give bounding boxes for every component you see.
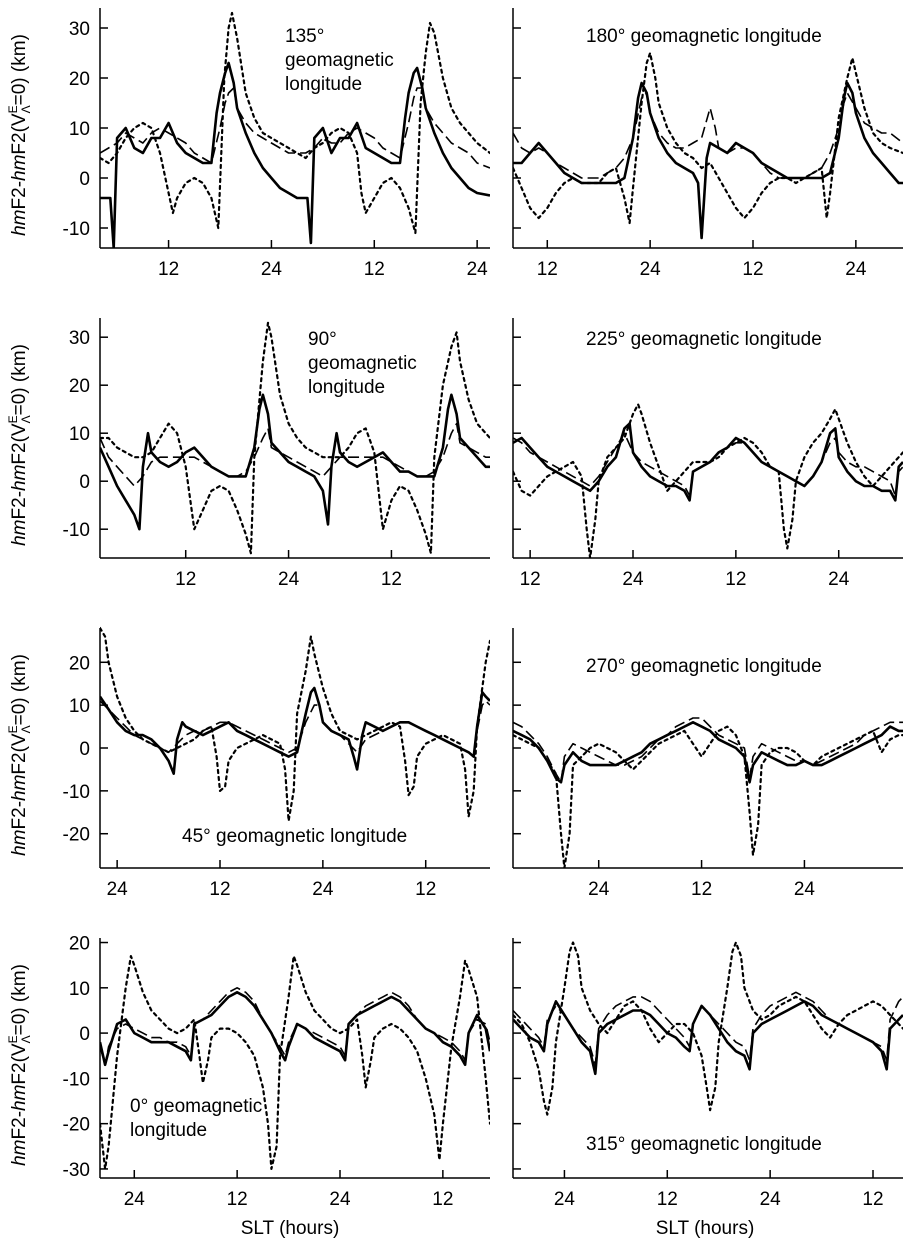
panel-annotation: longitude <box>308 377 385 398</box>
y-tick-label: 0 <box>79 169 90 190</box>
y-tick-label: 20 <box>69 69 90 90</box>
panel-row2-left: -10 0 10 20 30 12 24 12 90° geomagnetic longitude <box>63 318 490 590</box>
y-tick-label: -10 <box>63 782 90 803</box>
panel-row3-right: 24 12 24 270° geomagnetic longitude <box>512 628 903 900</box>
y-tick-label: -30 <box>63 1160 90 1181</box>
y-tick-label: -10 <box>63 520 90 541</box>
chart-panels: -10 0 10 20 30 12 24 12 24 135° geomagnetic longitu… <box>63 8 903 1210</box>
y-tick-label: 10 <box>69 979 90 1000</box>
x-tick-label: 24 <box>124 1189 146 1210</box>
series-line-dashed <box>513 991 903 1066</box>
x-tick-label: 12 <box>725 569 746 590</box>
x-tick-label: 24 <box>794 879 816 900</box>
series-line-dotted <box>513 941 903 1116</box>
x-tick-label: 24 <box>760 1189 782 1210</box>
series-line-dashed <box>513 717 903 784</box>
x-tick-label: 12 <box>209 879 230 900</box>
panel-annotation: geomagnetic <box>308 353 417 374</box>
series-line-solid <box>513 81 903 240</box>
x-tick-label: 12 <box>364 259 385 280</box>
x-tick-label: 24 <box>640 259 662 280</box>
y-tick-label: 0 <box>79 1024 90 1045</box>
x-tick-label: 24 <box>828 569 850 590</box>
panel-annotation: 135° <box>285 26 324 47</box>
y-tick-label: -10 <box>63 219 90 240</box>
x-tick-label: 24 <box>845 259 867 280</box>
x-tick-label: 24 <box>107 879 129 900</box>
series-line-dashed <box>100 987 490 1066</box>
x-tick-label: 12 <box>381 569 402 590</box>
series-line-dashed <box>100 422 490 487</box>
panel-annotation: 90° <box>308 329 337 350</box>
y-tick-label: 20 <box>69 653 90 674</box>
x-tick-label: 12 <box>862 1189 883 1210</box>
y-tick-label: 10 <box>69 119 90 140</box>
panel-annotation: longitude <box>285 74 362 95</box>
y-tick-label: 10 <box>69 424 90 445</box>
x-tick-label: 12 <box>415 879 436 900</box>
x-axis-label-right: SLT (hours) <box>656 1218 755 1239</box>
x-tick-label: 12 <box>537 259 558 280</box>
y-tick-label: 20 <box>69 376 90 397</box>
series-line-solid <box>100 61 490 248</box>
series-line-dotted <box>100 955 490 1170</box>
y-tick-label: 0 <box>79 472 90 493</box>
y-axis-label-row3: hmF2-hmF2(VEΛ=0) (km) <box>6 654 33 856</box>
y-tick-label: -20 <box>63 1115 90 1136</box>
y-tick-label: -20 <box>63 825 90 846</box>
x-tick-label: 24 <box>278 569 300 590</box>
x-tick-label: 24 <box>622 569 644 590</box>
panel-annotation: 270° geomagnetic longitude <box>586 656 822 677</box>
x-tick-label: 24 <box>588 879 610 900</box>
panel-annotation: 0° geomagnetic <box>130 1096 262 1117</box>
panel-row1-right: 12 24 12 24 180° geomagnetic longitude <box>512 8 903 280</box>
panel-row2-right: 12 24 12 24 225° geomagnetic longitude <box>512 318 903 590</box>
series-line-dotted <box>100 321 490 555</box>
x-tick-label: 12 <box>158 259 179 280</box>
panel-annotation: geomagnetic <box>285 50 394 71</box>
x-tick-label: 24 <box>554 1189 576 1210</box>
series-line-dotted <box>100 626 490 822</box>
x-tick-label: 24 <box>467 259 489 280</box>
panel-row3-left: -20 -10 0 10 20 24 12 24 12 45° geomagnetic longi… <box>63 626 490 900</box>
x-tick-label: 12 <box>175 569 196 590</box>
panel-annotation: 315° geomagnetic longitude <box>586 1134 822 1155</box>
series-line-dotted <box>513 725 903 868</box>
y-tick-label: 30 <box>69 19 90 40</box>
panel-row4-right: 24 12 24 12 315° geomagnetic longitude <box>512 938 903 1210</box>
x-axis-label-left: SLT (hours) <box>241 1218 340 1239</box>
x-tick-label: 24 <box>261 259 283 280</box>
panel-annotation: 180° geomagnetic longitude <box>586 26 822 47</box>
x-tick-label: 12 <box>520 569 541 590</box>
x-tick-label: 12 <box>227 1189 248 1210</box>
y-tick-label: 10 <box>69 696 90 717</box>
series-line-dashed <box>100 700 490 758</box>
y-axis-label-row1: hmF2-hmF2(VEΛ=0) (km) <box>6 34 33 236</box>
y-axis-label-row2: hmF2-hmF2(VEΛ=0) (km) <box>6 344 33 546</box>
panel-annotation: longitude <box>130 1120 207 1141</box>
series-line-solid <box>513 721 903 784</box>
y-tick-label: 0 <box>79 739 90 760</box>
x-tick-label: 24 <box>329 1189 351 1210</box>
y-axis-label-row4: hmF2-hmF2(VEΛ=0) (km) <box>6 964 33 1166</box>
y-tick-label: -10 <box>63 1069 90 1090</box>
x-tick-label: 12 <box>657 1189 678 1210</box>
y-tick-label: 30 <box>69 328 90 349</box>
series-line-dotted <box>513 403 903 558</box>
x-tick-label: 24 <box>312 879 334 900</box>
series-line-dashed <box>100 87 490 169</box>
series-line-dotted <box>513 51 903 225</box>
x-tick-label: 12 <box>691 879 712 900</box>
panel-row1-left: -10 0 10 20 30 12 24 12 24 135° geomagnetic longitu… <box>63 8 490 280</box>
panel-annotation: 45° geomagnetic longitude <box>182 826 407 847</box>
series-line-dotted <box>100 11 490 235</box>
x-tick-label: 12 <box>432 1189 453 1210</box>
y-tick-label: 20 <box>69 934 90 955</box>
series-line-dashed <box>513 92 903 179</box>
panel-annotation: 225° geomagnetic longitude <box>586 329 822 350</box>
series-line-solid <box>100 393 490 531</box>
x-tick-label: 12 <box>742 259 763 280</box>
panel-row4-left: -30 -20 -10 0 10 20 24 12 24 12 0° geomagnetic long… <box>63 934 490 1210</box>
